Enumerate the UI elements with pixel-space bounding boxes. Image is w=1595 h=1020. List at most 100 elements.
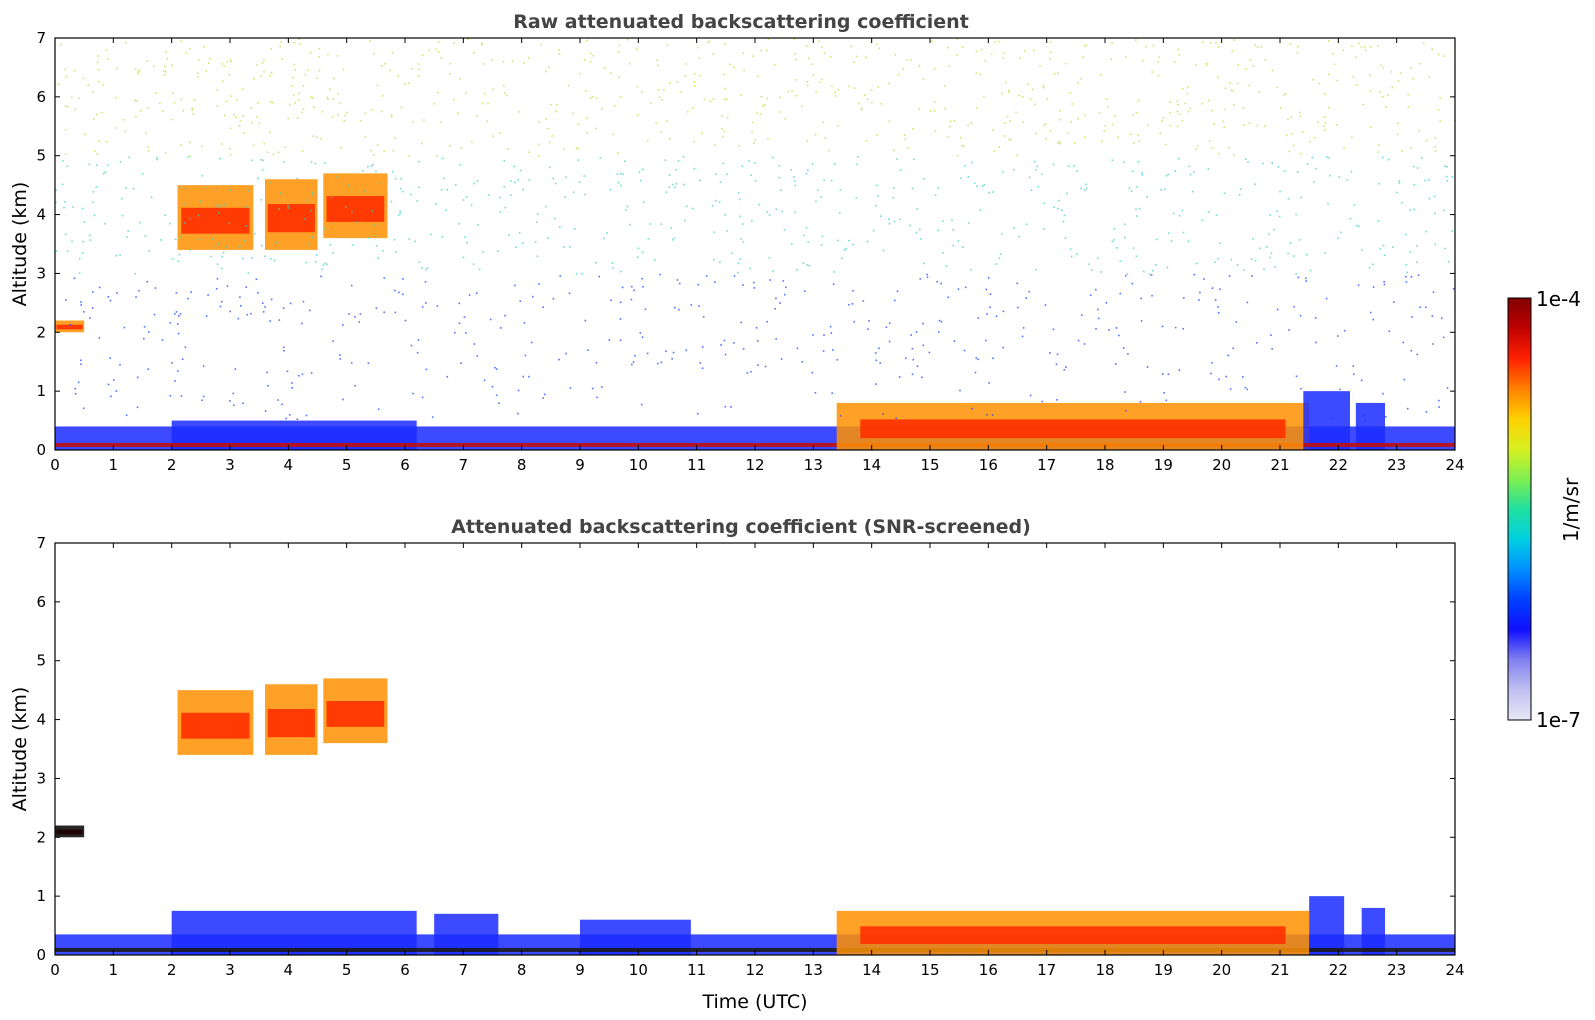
noise-speck — [197, 76, 199, 78]
noise-speck — [1378, 143, 1380, 146]
noise-speck — [856, 163, 858, 166]
noise-speck — [1397, 122, 1399, 125]
noise-speck — [345, 111, 348, 114]
noise-speck — [1001, 233, 1003, 235]
noise-speck — [740, 321, 743, 324]
noise-speck — [676, 81, 679, 83]
noise-speck — [92, 291, 94, 293]
noise-speck — [1352, 365, 1355, 367]
noise-speck — [577, 123, 580, 126]
noise-speck — [436, 155, 438, 158]
feature-background-noise — [55, 38, 1456, 422]
noise-speck — [984, 59, 987, 62]
noise-speck — [1229, 82, 1231, 84]
noise-speck — [1351, 136, 1353, 139]
noise-speck — [288, 103, 291, 106]
noise-speck — [192, 113, 194, 115]
x-tick-label: 14 — [862, 456, 881, 474]
noise-speck — [585, 117, 588, 119]
noise-speck — [1124, 56, 1127, 58]
noise-speck — [154, 287, 157, 289]
noise-speck — [421, 396, 424, 399]
noise-speck — [795, 58, 797, 61]
noise-speck — [819, 81, 822, 84]
noise-speck — [693, 72, 696, 75]
noise-speck — [216, 105, 219, 107]
noise-speck — [510, 180, 512, 182]
noise-speck — [1134, 39, 1137, 41]
noise-speck — [907, 147, 910, 149]
noise-speck — [1271, 161, 1274, 164]
noise-speck — [383, 311, 386, 314]
noise-speck — [1336, 79, 1339, 82]
noise-speck — [74, 393, 77, 395]
noise-speck — [1006, 115, 1009, 118]
noise-speck — [1311, 156, 1314, 159]
noise-speck — [1031, 88, 1034, 91]
noise-speck — [418, 160, 420, 163]
noise-speck — [1084, 45, 1086, 47]
noise-speck — [975, 107, 978, 110]
noise-speck — [467, 38, 469, 40]
noise-speck — [1398, 182, 1401, 185]
noise-speck — [721, 127, 723, 130]
noise-speck — [222, 251, 225, 254]
noise-speck — [1214, 261, 1216, 263]
noise-speck — [1050, 41, 1052, 44]
noise-speck — [866, 240, 869, 243]
noise-speck — [991, 414, 994, 416]
noise-speck — [177, 315, 180, 317]
noise-speck — [440, 188, 443, 191]
noise-speck — [187, 156, 190, 158]
noise-speck — [1224, 108, 1226, 111]
noise-speck — [211, 238, 214, 240]
noise-speck — [221, 300, 223, 303]
noise-speck — [757, 340, 759, 342]
noise-speck — [874, 352, 877, 354]
noise-speck — [708, 40, 711, 43]
noise-speck — [606, 232, 608, 234]
noise-speck — [967, 124, 969, 127]
noise-speck — [229, 310, 232, 313]
noise-speck — [663, 89, 665, 91]
noise-speck — [1021, 335, 1024, 338]
noise-speck — [1012, 168, 1015, 171]
noise-speck — [748, 159, 750, 162]
noise-speck — [1178, 113, 1181, 115]
noise-speck — [919, 278, 922, 280]
noise-speck — [1210, 372, 1212, 375]
noise-speck — [781, 210, 783, 213]
noise-speck — [875, 359, 878, 362]
noise-speck — [1270, 334, 1272, 337]
noise-speck — [698, 305, 700, 307]
noise-speck — [870, 101, 873, 104]
noise-speck — [1314, 317, 1317, 319]
noise-speck — [115, 96, 118, 99]
noise-speck — [1077, 82, 1079, 84]
noise-speck — [97, 68, 100, 71]
noise-speck — [888, 340, 891, 343]
noise-speck — [383, 150, 385, 152]
noise-speck — [538, 121, 540, 124]
noise-speck — [1001, 92, 1003, 95]
noise-speck — [1306, 162, 1309, 165]
y-tick-label: 1 — [36, 382, 46, 400]
noise-speck — [1409, 209, 1412, 211]
noise-speck — [332, 98, 335, 101]
noise-speck — [1044, 123, 1047, 125]
noise-speck — [519, 300, 522, 302]
noise-speck — [775, 297, 777, 300]
noise-speck — [752, 55, 754, 58]
noise-speck — [970, 269, 972, 271]
noise-speck — [1242, 269, 1245, 271]
noise-speck — [1157, 61, 1159, 63]
noise-speck — [1248, 84, 1250, 87]
feature-ground-band — [1309, 947, 1345, 952]
noise-speck — [82, 407, 85, 410]
noise-speck — [504, 206, 507, 209]
noise-speck — [327, 98, 329, 101]
noise-speck — [790, 169, 792, 171]
noise-speck — [1124, 391, 1126, 393]
y-tick-label: 1 — [36, 887, 46, 905]
noise-speck — [540, 44, 543, 46]
